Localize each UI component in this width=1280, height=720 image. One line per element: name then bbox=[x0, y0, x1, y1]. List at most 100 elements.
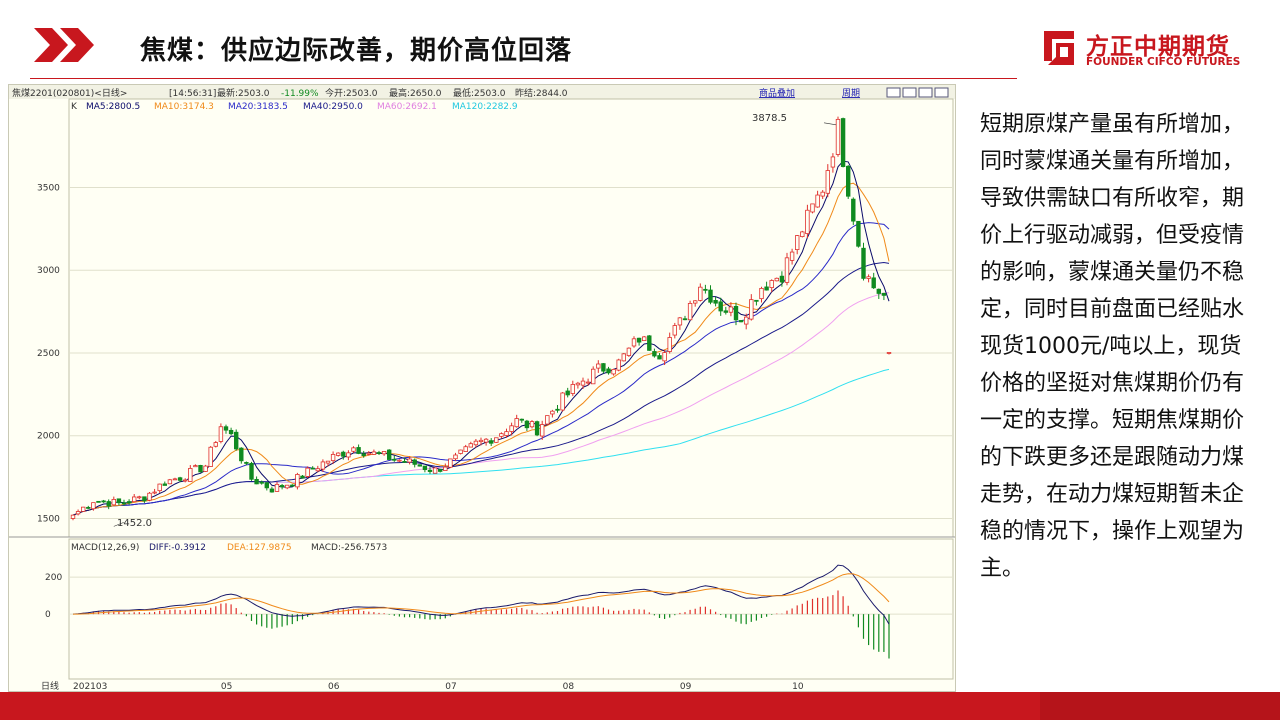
candle-body bbox=[483, 438, 489, 443]
candle-body bbox=[580, 380, 586, 386]
candle-body bbox=[96, 500, 101, 503]
zoom-in-icon[interactable] bbox=[886, 87, 901, 98]
ma60-line bbox=[72, 292, 890, 516]
candle-body bbox=[575, 382, 581, 386]
candle-body bbox=[682, 318, 688, 321]
candle-body bbox=[284, 484, 290, 489]
price-tick-label: 3500 bbox=[37, 183, 60, 193]
candle-body bbox=[172, 478, 178, 481]
candle-body bbox=[642, 336, 647, 342]
x-tick-label: 09 bbox=[680, 682, 692, 691]
candle-body bbox=[636, 337, 642, 343]
candle-body bbox=[126, 501, 132, 504]
candle-body bbox=[295, 474, 300, 488]
candle-body bbox=[244, 462, 249, 464]
candle-body bbox=[223, 426, 229, 431]
brand-name-en: FOUNDER CIFCO FUTURES bbox=[1086, 56, 1241, 68]
candle-body bbox=[560, 392, 565, 411]
candle-body bbox=[366, 452, 371, 455]
candle-body bbox=[846, 165, 851, 197]
macd-panel-frame bbox=[68, 538, 954, 680]
quote-time: [14:56:31] bbox=[169, 89, 216, 99]
candle-body bbox=[132, 496, 137, 503]
candle-body bbox=[381, 451, 387, 455]
candle-body bbox=[647, 335, 652, 351]
candle-body bbox=[657, 355, 662, 360]
candle-body bbox=[596, 363, 601, 369]
commentary-text: 短期原煤产量虽有所增加，同时蒙煤通关量有所增加，导致供需缺口有所收窄，期价上行驱… bbox=[980, 112, 1245, 581]
candle-body bbox=[203, 465, 208, 472]
candle-body bbox=[218, 426, 224, 442]
candle-body bbox=[147, 492, 152, 501]
macd-diff-legend: DIFF:-0.3912 bbox=[149, 543, 206, 553]
window-controls[interactable] bbox=[886, 87, 949, 98]
zoom-out-icon[interactable] bbox=[902, 87, 917, 98]
x-tick-label: 06 bbox=[328, 682, 340, 691]
low-annotation: 1452.0 bbox=[117, 518, 152, 529]
candle-body bbox=[555, 408, 560, 411]
candle-body bbox=[432, 467, 438, 474]
candle-body bbox=[529, 421, 535, 428]
candle-body bbox=[621, 353, 626, 362]
candle-body bbox=[504, 431, 509, 436]
candle-body bbox=[677, 317, 683, 326]
candle-body bbox=[81, 506, 86, 512]
k-label: K bbox=[71, 102, 78, 112]
candle-body bbox=[101, 500, 106, 503]
candle-body bbox=[106, 501, 111, 507]
x-tick-label: 07 bbox=[445, 682, 456, 691]
candle-body bbox=[152, 491, 157, 494]
candle-body bbox=[866, 276, 871, 279]
candle-body bbox=[774, 277, 779, 282]
candle-body bbox=[239, 447, 244, 462]
candle-body bbox=[754, 299, 759, 302]
restore-icon[interactable] bbox=[918, 87, 933, 98]
candle-body bbox=[749, 299, 754, 320]
moving-average-lines bbox=[72, 160, 890, 516]
candle-body bbox=[565, 390, 570, 396]
quote-low: 最低:2503.0 bbox=[453, 87, 506, 99]
candle-body bbox=[840, 118, 846, 167]
ma20-legend: MA20:3183.5 bbox=[228, 102, 288, 112]
candle-body bbox=[162, 483, 167, 486]
candle-body bbox=[769, 280, 774, 288]
price-tick-label: 1500 bbox=[37, 514, 60, 524]
candle-body bbox=[86, 506, 91, 509]
candle-body bbox=[524, 420, 530, 429]
chart-info-bar bbox=[9, 85, 955, 99]
candle-body bbox=[458, 449, 463, 454]
candle-body bbox=[75, 511, 81, 515]
candle-body bbox=[631, 338, 637, 347]
candle-body bbox=[876, 288, 881, 294]
candle-body bbox=[698, 286, 703, 301]
macd-legend-label: MACD(12,26,9) bbox=[71, 543, 139, 553]
overlay-button[interactable]: 商品叠加 bbox=[759, 87, 795, 99]
quote-open: 今开:2503.0 bbox=[325, 87, 378, 99]
candle-body bbox=[300, 475, 305, 479]
price-tick-label: 2000 bbox=[37, 432, 60, 442]
period-button[interactable]: 周期 bbox=[842, 88, 860, 99]
candle-body bbox=[453, 454, 458, 460]
candle-body bbox=[193, 465, 198, 468]
candle-body bbox=[310, 467, 315, 470]
candle-body bbox=[871, 277, 876, 289]
candle-body bbox=[784, 257, 790, 283]
candle-body bbox=[137, 496, 142, 499]
quote-change: -11.99% bbox=[281, 89, 319, 99]
candle-body bbox=[830, 156, 836, 168]
candle-body bbox=[534, 421, 540, 436]
candle-body bbox=[652, 351, 657, 357]
candle-body bbox=[795, 235, 800, 250]
close-icon[interactable] bbox=[934, 87, 949, 98]
candle-body bbox=[764, 286, 769, 291]
candle-body bbox=[269, 488, 275, 493]
candle-body bbox=[881, 292, 887, 296]
candle-body bbox=[545, 415, 550, 425]
candle-body bbox=[815, 194, 820, 208]
candle-body bbox=[468, 443, 473, 448]
candle-body bbox=[851, 198, 856, 222]
candle-body bbox=[111, 498, 116, 506]
candle-body bbox=[386, 449, 392, 460]
candle-body bbox=[494, 437, 499, 443]
candle-body bbox=[626, 347, 632, 356]
